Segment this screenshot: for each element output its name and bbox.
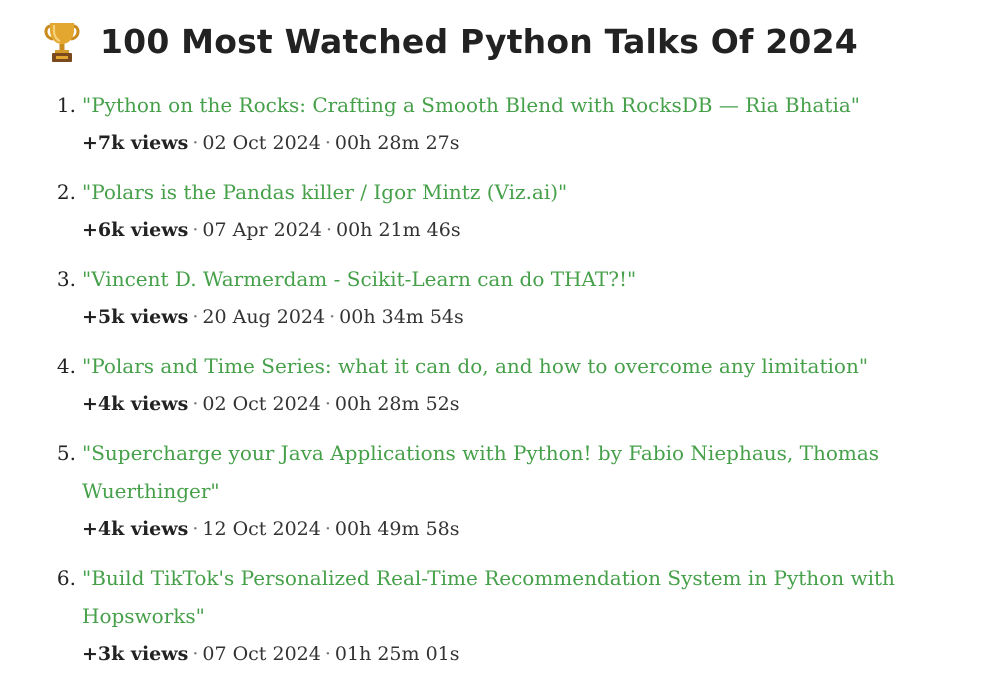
talk-meta: +6k views · 07 Apr 2024 · 00h 21m 46s: [82, 211, 1000, 249]
view-count: +6k views: [82, 219, 189, 241]
separator: ·: [192, 643, 199, 665]
view-count: +3k views: [82, 643, 189, 665]
item-number: 1.: [56, 93, 76, 117]
talk-duration: 00h 49m 58s: [334, 518, 460, 540]
page-title: 100 Most Watched Python Talks Of 2024: [100, 22, 858, 61]
list-item: 5. "Supercharge your Java Applications w…: [0, 434, 1000, 548]
talk-date: 02 Oct 2024: [202, 393, 321, 415]
talk-date: 07 Oct 2024: [202, 643, 321, 665]
talk-meta: +3k views · 07 Oct 2024 · 01h 25m 01s: [82, 635, 1000, 673]
talk-meta: +7k views · 02 Oct 2024 · 00h 28m 27s: [82, 124, 1000, 162]
talk-title-link[interactable]: "Python on the Rocks: Crafting a Smooth …: [82, 93, 860, 117]
page-header: 100 Most Watched Python Talks Of 2024: [44, 18, 858, 66]
talk-date: 02 Oct 2024: [202, 132, 321, 154]
separator: ·: [192, 132, 199, 154]
separator: ·: [324, 393, 331, 415]
talk-duration: 00h 21m 46s: [336, 219, 461, 241]
list-item: 4. "Polars and Time Series: what it can …: [0, 347, 1000, 423]
view-count: +5k views: [82, 306, 189, 328]
item-number: 5.: [56, 441, 76, 465]
talk-meta: +4k views · 02 Oct 2024 · 00h 28m 52s: [82, 385, 1000, 423]
talk-title-link[interactable]: "Polars is the Pandas killer / Igor Mint…: [82, 180, 568, 204]
list-item: 1. "Python on the Rocks: Crafting a Smoo…: [0, 86, 1000, 162]
item-number: 2.: [56, 180, 76, 204]
separator: ·: [192, 393, 199, 415]
item-number: 3.: [56, 267, 76, 291]
item-number: 4.: [56, 354, 76, 378]
list-item: 2. "Polars is the Pandas killer / Igor M…: [0, 173, 1000, 249]
separator: ·: [192, 219, 199, 241]
view-count: +4k views: [82, 518, 189, 540]
talk-meta: +5k views · 20 Aug 2024 · 00h 34m 54s: [82, 298, 1000, 336]
view-count: +4k views: [82, 393, 189, 415]
talk-duration: 01h 25m 01s: [334, 643, 460, 665]
list-item: 6. "Build TikTok's Personalized Real-Tim…: [0, 559, 1000, 673]
talk-title-link[interactable]: "Vincent D. Warmerdam - Scikit-Learn can…: [82, 267, 637, 291]
talk-duration: 00h 34m 54s: [339, 306, 464, 328]
separator: ·: [324, 643, 331, 665]
talk-date: 07 Apr 2024: [202, 219, 322, 241]
separator: ·: [324, 132, 331, 154]
talk-list: 1. "Python on the Rocks: Crafting a Smoo…: [0, 86, 1000, 684]
talk-title-link[interactable]: "Supercharge your Java Applications with…: [82, 441, 880, 503]
view-count: +7k views: [82, 132, 189, 154]
list-item: 3. "Vincent D. Warmerdam - Scikit-Learn …: [0, 260, 1000, 336]
item-number: 6.: [56, 566, 76, 590]
talk-date: 20 Aug 2024: [202, 306, 326, 328]
separator: ·: [192, 518, 199, 540]
separator: ·: [329, 306, 336, 328]
separator: ·: [325, 219, 332, 241]
talk-duration: 00h 28m 27s: [334, 132, 460, 154]
talk-title-link[interactable]: "Build TikTok's Personalized Real-Time R…: [82, 566, 895, 628]
separator: ·: [192, 306, 199, 328]
separator: ·: [324, 518, 331, 540]
talk-duration: 00h 28m 52s: [334, 393, 460, 415]
talk-title-link[interactable]: "Polars and Time Series: what it can do,…: [82, 354, 869, 378]
talk-meta: +4k views · 12 Oct 2024 · 00h 49m 58s: [82, 510, 1000, 548]
talk-date: 12 Oct 2024: [202, 518, 321, 540]
trophy-icon: [44, 23, 80, 62]
